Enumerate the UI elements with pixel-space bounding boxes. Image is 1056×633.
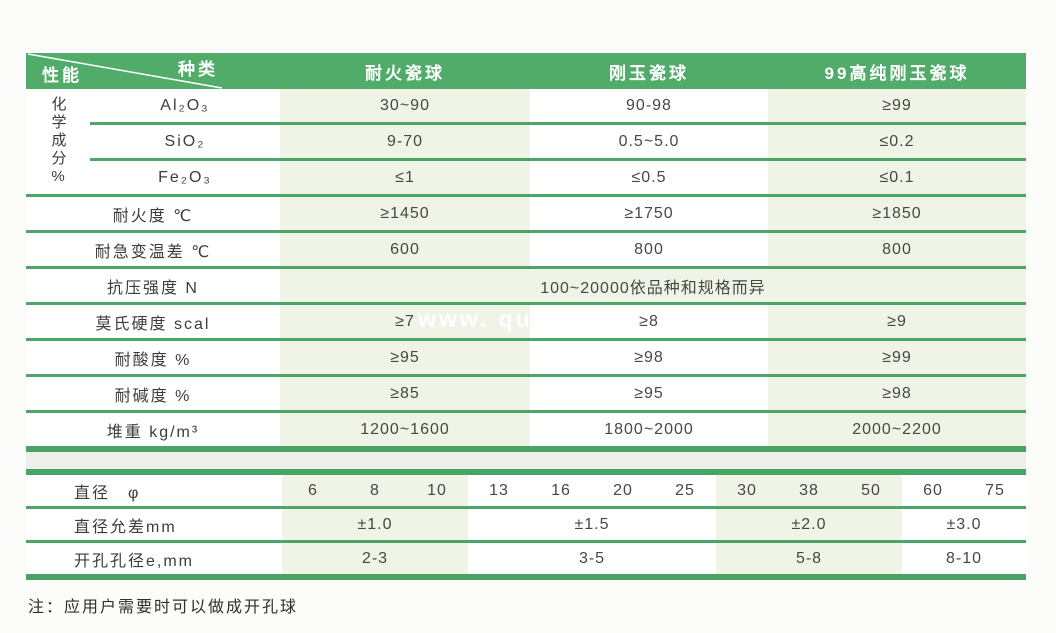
hole-diameter-row: 开孔孔径e,mm 2-3 3-5 5-8 8-10 [26, 540, 1026, 577]
row-label: 直径 φ [26, 472, 282, 508]
spec-cell: ≥85 [280, 374, 530, 412]
spec-cell: ≥1450 [280, 194, 530, 232]
diameter-value: 38 [778, 472, 840, 508]
hole-value: 5-8 [716, 540, 902, 577]
spec-cell: ≥95 [280, 338, 530, 376]
spec-cell: 9-70 [280, 122, 530, 160]
spec-cell: ≤0.2 [768, 122, 1026, 160]
spec-sheet: 性能 种类 耐火瓷球 刚玉瓷球 99高纯刚玉瓷球 化学成分% Al₂O₃ 30~… [26, 53, 1026, 617]
tolerance-value: ±1.5 [468, 506, 716, 542]
row-label: 耐碱度 % [26, 374, 280, 412]
spec-table: 性能 种类 耐火瓷球 刚玉瓷球 99高纯刚玉瓷球 化学成分% Al₂O₃ 30~… [26, 53, 1026, 452]
spec-cell: ≥99 [768, 338, 1026, 376]
table-row: 耐急变温差 ℃ 600 800 800 [26, 230, 1026, 268]
spec-cell: 90-98 [530, 89, 768, 124]
spec-cell: ≥98 [768, 374, 1026, 412]
row-label: 耐酸度 % [26, 338, 280, 376]
spec-cell-span: 100~20000依品种和规格而异 [280, 266, 1026, 304]
spec-cell: ≤0.1 [768, 158, 1026, 196]
hole-value: 3-5 [468, 540, 716, 577]
row-label: 堆重 kg/m³ [26, 410, 280, 449]
corner-label-type: 种类 [178, 60, 218, 79]
spec-cell: ≤0.5 [530, 158, 768, 196]
column-header-corundum: 刚玉瓷球 [530, 53, 768, 89]
spec-cell: ≥95 [530, 374, 768, 412]
diameter-value: 10 [406, 472, 468, 508]
row-label: Al₂O₃ [90, 89, 280, 124]
table-row: Fe₂O₃ ≤1 ≤0.5 ≤0.1 [26, 158, 1026, 196]
spec-cell: ≥7 [280, 302, 530, 340]
spec-cell: ≥8 [530, 302, 768, 340]
spec-cell: ≥99 [768, 89, 1026, 124]
diameter-value: 75 [964, 472, 1026, 508]
chem-group-cell: 化学成分% [26, 89, 90, 196]
table-row: 化学成分% Al₂O₃ 30~90 90-98 ≥99 [26, 89, 1026, 196]
spec-cell: 800 [768, 230, 1026, 268]
row-label: Fe₂O₃ [90, 158, 280, 196]
spec-cell: 0.5~5.0 [530, 122, 768, 160]
diameter-value: 20 [592, 472, 654, 508]
table-row: 耐酸度 % ≥95 ≥98 ≥99 [26, 338, 1026, 376]
diagonal-line [27, 53, 223, 89]
diameter-value: 50 [840, 472, 902, 508]
row-label: 耐急变温差 ℃ [26, 230, 280, 268]
spec-cell: 30~90 [280, 89, 530, 124]
table-gap-band [26, 452, 1026, 469]
diameter-value: 13 [468, 472, 530, 508]
row-label: 耐火度 ℃ [26, 194, 280, 232]
tolerance-value: ±3.0 [902, 506, 1026, 542]
diameter-value: 6 [282, 472, 344, 508]
tolerance-row: 直径允差mm ±1.0 ±1.5 ±2.0 ±3.0 [26, 506, 1026, 542]
diameter-value: 25 [654, 472, 716, 508]
diameter-value: 60 [902, 472, 964, 508]
table-row: 堆重 kg/m³ 1200~1600 1800~2000 2000~2200 [26, 410, 1026, 449]
tolerance-value: ±2.0 [716, 506, 902, 542]
row-label: 抗压强度 N [26, 266, 280, 304]
spec-cell: 2000~2200 [768, 410, 1026, 449]
chem-group-label: 化学成分% [49, 95, 67, 188]
diameter-value: 8 [344, 472, 406, 508]
spec-cell: 600 [280, 230, 530, 268]
spec-cell: ≥1750 [530, 194, 768, 232]
table-row: 莫氏硬度 scal ≥7 ≥8 ≥9 [26, 302, 1026, 340]
spec-cell: 1200~1600 [280, 410, 530, 449]
table-row: 耐火度 ℃ ≥1450 ≥1750 ≥1850 [26, 194, 1026, 232]
row-label: 莫氏硬度 scal [26, 302, 280, 340]
corner-label-performance: 性能 [42, 66, 82, 85]
hole-value: 2-3 [282, 540, 468, 577]
spec-cell: ≤1 [280, 158, 530, 196]
diameter-value: 16 [530, 472, 592, 508]
spec-cell: ≥9 [768, 302, 1026, 340]
column-header-99corundum: 99高纯刚玉瓷球 [768, 53, 1026, 89]
table-row: 抗压强度 N 100~20000依品种和规格而异 [26, 266, 1026, 304]
spec-cell: ≥1850 [768, 194, 1026, 232]
row-label: 直径允差mm [26, 506, 282, 542]
tolerance-value: ±1.0 [282, 506, 468, 542]
spec-header-row: 性能 种类 耐火瓷球 刚玉瓷球 99高纯刚玉瓷球 [26, 53, 1026, 89]
table-row: SiO₂ 9-70 0.5~5.0 ≤0.2 [26, 122, 1026, 160]
size-table: 直径 φ 6 8 10 13 16 20 25 30 38 50 60 75 直… [26, 469, 1026, 580]
spec-cell: ≥98 [530, 338, 768, 376]
column-header-refractory: 耐火瓷球 [280, 53, 530, 89]
footnote: 注：应用户需要时可以做成开孔球 [28, 599, 299, 616]
spec-cell: 1800~2000 [530, 410, 768, 449]
diameter-value: 30 [716, 472, 778, 508]
row-label: 开孔孔径e,mm [26, 540, 282, 577]
diameter-row: 直径 φ 6 8 10 13 16 20 25 30 38 50 60 75 [26, 472, 1026, 508]
diagonal-corner-cell: 性能 种类 [26, 53, 280, 89]
hole-value: 8-10 [902, 540, 1026, 577]
spec-cell: 800 [530, 230, 768, 268]
table-row: 耐碱度 % ≥85 ≥95 ≥98 [26, 374, 1026, 412]
row-label: SiO₂ [90, 122, 280, 160]
